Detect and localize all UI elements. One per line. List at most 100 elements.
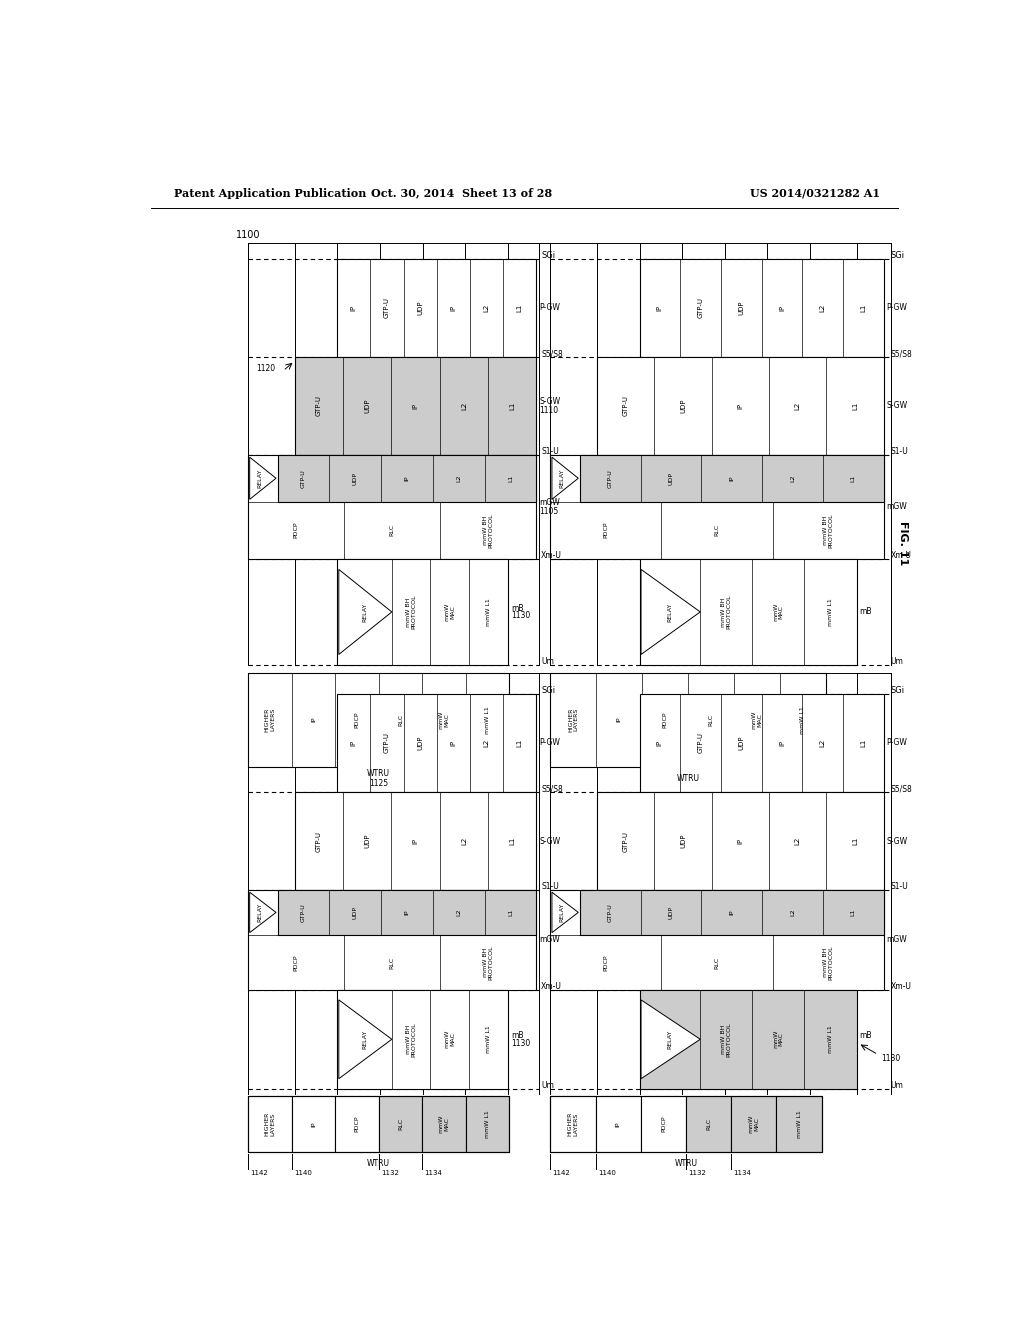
Text: mB: mB — [859, 607, 872, 616]
Text: UDP: UDP — [680, 399, 686, 413]
Text: HIGHER
LAYERS: HIGHER LAYERS — [567, 1111, 579, 1137]
Bar — [640, 693, 884, 792]
Text: 1140: 1140 — [294, 1171, 312, 1176]
Text: IP: IP — [351, 739, 356, 746]
Text: mmW L1: mmW L1 — [485, 706, 490, 734]
Text: GTP-U: GTP-U — [607, 903, 612, 921]
Bar — [295, 358, 537, 455]
Text: mmW BH
PROTOCOL: mmW BH PROTOCOL — [406, 594, 417, 630]
Text: IP: IP — [404, 909, 410, 915]
Text: L2: L2 — [483, 739, 489, 747]
Text: L1: L1 — [852, 401, 858, 411]
Text: SGi: SGi — [891, 251, 905, 260]
Bar — [466, 1096, 509, 1151]
Text: L2: L2 — [461, 401, 467, 411]
Text: RELAY: RELAY — [362, 602, 367, 622]
Text: IP: IP — [451, 739, 457, 746]
Text: IP: IP — [615, 1121, 621, 1127]
Text: S-GW: S-GW — [540, 837, 561, 846]
Text: UDP: UDP — [352, 471, 357, 484]
Text: L1: L1 — [508, 475, 513, 482]
Text: L2: L2 — [819, 739, 825, 747]
Text: UDP: UDP — [352, 906, 357, 919]
Bar — [379, 1096, 422, 1151]
Bar — [640, 990, 856, 1089]
Text: IP: IP — [311, 1121, 316, 1127]
Bar — [597, 792, 884, 890]
Text: L2: L2 — [457, 908, 461, 916]
Text: IP: IP — [779, 739, 785, 746]
Text: L2: L2 — [461, 837, 467, 845]
Text: mmW BH
PROTOCOL: mmW BH PROTOCOL — [822, 945, 834, 979]
Bar — [248, 455, 537, 558]
Text: IP: IP — [413, 403, 419, 409]
Bar — [278, 455, 537, 502]
Text: IP: IP — [451, 305, 457, 310]
Text: RELAY: RELAY — [559, 903, 564, 923]
Text: L2: L2 — [795, 837, 801, 845]
Bar — [248, 1096, 509, 1151]
Text: UDP: UDP — [669, 471, 674, 484]
Text: mmW
MAC: mmW MAC — [749, 1115, 759, 1133]
Text: mmW L1: mmW L1 — [828, 1026, 833, 1053]
Text: L1: L1 — [517, 304, 523, 312]
Text: UDP: UDP — [680, 834, 686, 849]
Text: mmW BH
PROTOCOL: mmW BH PROTOCOL — [483, 945, 494, 979]
Text: Um: Um — [541, 657, 554, 667]
Text: P-GW: P-GW — [540, 738, 560, 747]
Text: Um: Um — [891, 1081, 903, 1090]
Text: 1132: 1132 — [381, 1171, 399, 1176]
Text: mmW BH
PROTOCOL: mmW BH PROTOCOL — [721, 1022, 732, 1056]
Text: UDP: UDP — [738, 735, 744, 750]
Text: 1140: 1140 — [598, 1171, 615, 1176]
Text: HIGHER
LAYERS: HIGHER LAYERS — [264, 708, 275, 731]
Text: L1: L1 — [509, 401, 515, 411]
Text: mmW L1: mmW L1 — [485, 1110, 490, 1138]
Text: 1134: 1134 — [733, 1171, 752, 1176]
Text: WTRU: WTRU — [675, 1159, 697, 1168]
Text: RELAY: RELAY — [257, 469, 262, 488]
Text: FIG. 11: FIG. 11 — [898, 521, 908, 565]
Text: PDCP: PDCP — [603, 954, 608, 970]
Text: RLC: RLC — [398, 714, 403, 726]
Text: GTP-U: GTP-U — [315, 830, 322, 851]
Text: IP: IP — [737, 838, 743, 843]
Text: 1105: 1105 — [540, 507, 559, 516]
Text: SGi: SGi — [891, 686, 905, 694]
Text: L2: L2 — [790, 908, 795, 916]
Text: P-GW: P-GW — [887, 738, 907, 747]
Bar — [640, 558, 856, 665]
Polygon shape — [552, 457, 579, 499]
Bar — [550, 1096, 821, 1151]
Bar — [337, 693, 537, 792]
Text: mmW
MAC: mmW MAC — [444, 1030, 456, 1048]
Text: L1: L1 — [851, 908, 856, 916]
Bar — [278, 890, 537, 935]
Text: 1130: 1130 — [882, 1055, 900, 1063]
Text: RELAY: RELAY — [668, 602, 673, 622]
Text: L2: L2 — [483, 304, 489, 312]
Text: PDCP: PDCP — [354, 711, 359, 729]
Bar — [640, 259, 884, 358]
Text: 1110: 1110 — [540, 407, 559, 414]
Text: mmW L1: mmW L1 — [828, 598, 833, 626]
Text: S1-U: S1-U — [891, 447, 908, 457]
Polygon shape — [641, 569, 700, 655]
Bar — [550, 1096, 596, 1151]
Text: Xm-U: Xm-U — [891, 982, 911, 991]
Text: RLC: RLC — [707, 1118, 711, 1130]
Text: S1-U: S1-U — [541, 447, 559, 457]
Text: S-GW: S-GW — [540, 397, 561, 405]
Text: L1: L1 — [508, 908, 513, 916]
Text: RLC: RLC — [390, 524, 395, 536]
Polygon shape — [552, 892, 579, 933]
Text: mmW L1: mmW L1 — [486, 1026, 490, 1053]
Text: S5/S8: S5/S8 — [891, 350, 912, 359]
Text: Xm-U: Xm-U — [541, 552, 562, 560]
Text: mGW: mGW — [887, 936, 907, 944]
Polygon shape — [339, 569, 392, 655]
Text: IP: IP — [729, 909, 734, 915]
Text: L1: L1 — [860, 304, 866, 312]
Text: Xm-U: Xm-U — [891, 552, 911, 560]
Bar — [550, 890, 884, 990]
